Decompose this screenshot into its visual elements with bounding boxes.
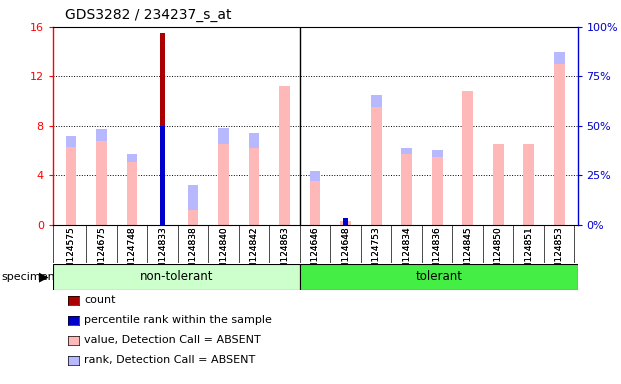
Bar [463, 91, 473, 225]
Text: count: count [84, 295, 116, 306]
Text: GSM124850: GSM124850 [494, 227, 503, 281]
Text: GSM124836: GSM124836 [433, 227, 442, 281]
Bar [160, 33, 165, 225]
Bar [127, 154, 137, 162]
Bar [249, 148, 260, 225]
Bar [554, 64, 564, 225]
Text: GDS3282 / 234237_s_at: GDS3282 / 234237_s_at [65, 8, 232, 22]
Text: GSM124833: GSM124833 [158, 227, 167, 281]
Bar [493, 144, 504, 225]
Bar [371, 95, 381, 107]
Text: non-tolerant: non-tolerant [140, 270, 213, 283]
Text: value, Detection Call = ABSENT: value, Detection Call = ABSENT [84, 335, 261, 346]
Text: tolerant: tolerant [415, 270, 462, 283]
Text: GSM124753: GSM124753 [372, 227, 381, 281]
Bar [401, 148, 412, 154]
Bar [127, 162, 137, 225]
Bar [300, 264, 578, 290]
Bar [310, 181, 320, 225]
Text: GSM124845: GSM124845 [463, 227, 472, 281]
Text: rank, Detection Call = ABSENT: rank, Detection Call = ABSENT [84, 355, 256, 366]
Bar [66, 147, 76, 225]
Text: GSM124863: GSM124863 [280, 227, 289, 281]
Bar [219, 144, 229, 225]
Bar [310, 172, 320, 181]
Text: GSM124575: GSM124575 [66, 227, 76, 281]
Bar [96, 141, 107, 225]
Text: GSM124646: GSM124646 [310, 227, 320, 281]
Bar [554, 51, 564, 64]
Text: GSM124842: GSM124842 [250, 227, 258, 281]
Bar [401, 154, 412, 225]
Bar [524, 144, 534, 225]
Bar [96, 129, 107, 141]
Text: GSM124648: GSM124648 [341, 227, 350, 281]
Bar [279, 86, 290, 225]
Bar [249, 133, 260, 148]
Bar [371, 107, 381, 225]
Bar [343, 222, 348, 225]
Text: specimen: specimen [1, 272, 55, 282]
Bar [432, 157, 443, 225]
Bar [66, 136, 76, 147]
Bar [160, 126, 165, 225]
Bar [432, 151, 443, 157]
Bar [340, 221, 351, 225]
Text: percentile rank within the sample: percentile rank within the sample [84, 315, 273, 326]
Text: GSM124853: GSM124853 [555, 227, 564, 281]
Text: GSM124675: GSM124675 [97, 227, 106, 281]
Bar [343, 218, 348, 225]
Bar [188, 185, 199, 210]
Bar [53, 264, 300, 290]
Text: ▶: ▶ [39, 270, 48, 283]
Text: GSM124748: GSM124748 [127, 227, 137, 281]
Text: GSM124840: GSM124840 [219, 227, 228, 281]
Text: GSM124838: GSM124838 [189, 227, 197, 281]
Bar [219, 128, 229, 144]
Text: GSM124851: GSM124851 [524, 227, 533, 281]
Bar [188, 210, 199, 225]
Text: GSM124834: GSM124834 [402, 227, 411, 281]
